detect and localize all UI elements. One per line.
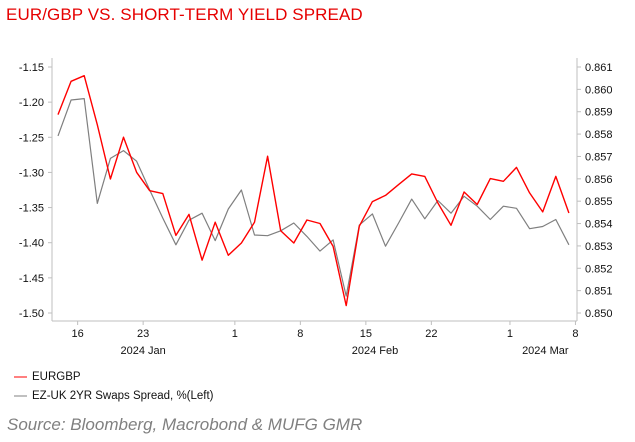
right-tick-label: 0.858 [585,129,613,141]
left-tick-label: -1.35 [19,203,44,215]
legend-item-eurgbp: EURGBP [14,367,214,386]
left-tick-label: -1.20 [19,97,44,109]
right-tick-label: 0.857 [585,151,613,163]
x-tick-label: 1 [507,328,513,340]
x-tick-label: 15 [360,328,372,340]
source-note: Source: Bloomberg, Macrobond & MUFG GMR [7,415,363,434]
x-month-label: 2024 Mar [522,345,569,357]
x-month-label: 2024 Jan [121,345,166,357]
x-tick-label: 8 [297,328,303,340]
left-tick-label: -1.30 [19,167,44,179]
left-tick-label: -1.40 [19,238,44,250]
legend-swatch [14,394,27,397]
right-tick-label: 0.851 [585,286,613,298]
series-lines [57,74,570,307]
right-tick-label: 0.856 [585,174,613,186]
left-tick-label: -1.25 [19,132,44,144]
axes: -1.15 -1.20 -1.25 -1.30 -1.35 -1.40 -1.45 -1.50… [19,58,613,357]
legend-item-swaps-spread: EZ-UK 2YR Swaps Spread, %(Left) [14,386,214,405]
right-tick-label: 0.853 [585,241,613,253]
right-tick-label: 0.852 [585,263,613,275]
legend-label: EURGBP [32,370,81,383]
right-tick-label: 0.859 [585,107,613,119]
x-tick-label: 22 [425,328,437,340]
right-tick-label: 0.854 [585,219,613,231]
x-month-label: 2024 Feb [352,345,398,357]
x-tick-label: 8 [572,328,578,340]
legend: EURGBP EZ-UK 2YR Swaps Spread, %(Left) [14,367,214,405]
left-tick-label: -1.15 [19,62,44,74]
right-tick-label: 0.855 [585,196,613,208]
right-tick-label: 0.850 [585,308,613,320]
right-tick-label: 0.861 [585,62,613,74]
left-tick-label: -1.50 [19,308,44,320]
left-tick-label: -1.45 [19,273,44,285]
x-tick-label: 23 [137,328,149,340]
chart-title: EUR/GBP VS. SHORT-TERM YIELD SPREAD [6,5,363,24]
right-tick-label: 0.860 [585,84,613,96]
series-line-swaps-spread [57,97,570,297]
legend-swatch [14,375,27,378]
x-tick-label: 16 [72,328,84,340]
x-tick-label: 1 [232,328,238,340]
legend-label: EZ-UK 2YR Swaps Spread, %(Left) [32,389,214,402]
series-line-eurgbp [57,74,570,307]
